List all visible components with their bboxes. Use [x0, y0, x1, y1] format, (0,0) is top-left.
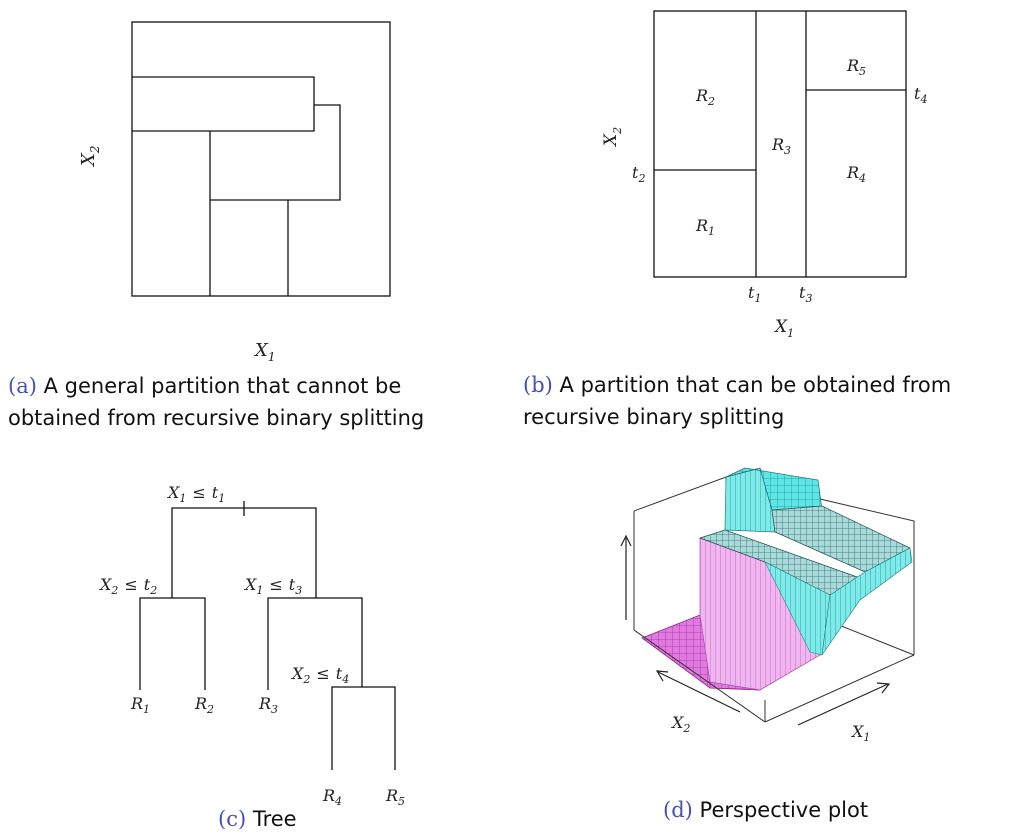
x2-axis-arrow [657, 671, 741, 713]
panel-a-ylabel: X2 [78, 146, 102, 168]
panel-b-region-r2: R2 [695, 86, 715, 108]
tree-edge-x2-t2 [139, 597, 206, 690]
panel-a-region-top [132, 76, 315, 132]
panel-d-x1-label: X1 [850, 722, 870, 744]
panel-d-x2-label: X2 [670, 713, 690, 735]
x1-axis-arrow [797, 683, 889, 726]
panel-b-threshold-t3: t3 [799, 283, 812, 305]
tree-leaf-r3: R3 [258, 694, 278, 716]
panel-b-binary-partition: R2 R1 R3 R5 R4 t2 t4 t1 t3 X1 X2 [601, 10, 927, 340]
tree-split-right-label: X1 ≤ t3 [243, 575, 302, 597]
panel-c-tree: X1 ≤ t1 X2 ≤ t2 X1 ≤ t3 X2 ≤ t4 R1 R2 R3 R4 R5 [98, 483, 405, 808]
surface-right-face [821, 547, 913, 656]
panel-d-caption: (d) Perspective plot [663, 798, 869, 822]
tree-leaf-r2: R2 [194, 694, 214, 716]
z-axis-arrowhead [620, 534, 632, 547]
panel-b-frame [653, 10, 907, 278]
tree-edge-x2-t4 [331, 686, 396, 770]
tree-leaf-r1: R1 [130, 694, 150, 716]
panel-b-xlabel: X1 [773, 317, 794, 340]
tree-split-left-label: X2 ≤ t2 [98, 575, 157, 597]
x1-axis-arrowhead [876, 682, 891, 694]
tree-split-lower-label: X2 ≤ t4 [290, 664, 349, 686]
panel-a-frame [131, 21, 391, 297]
tree-leaf-r5: R5 [385, 786, 405, 808]
panel-a-region-right [210, 104, 341, 201]
panel-c-caption: (c) Tree [218, 807, 297, 831]
panel-b-region-r5: R5 [846, 56, 866, 78]
panel-b-threshold-t1: t1 [748, 283, 761, 305]
tree-split-root-label: X1 ≤ t1 [166, 483, 225, 505]
panel-a-xlabel: X1 [253, 340, 275, 364]
box-front-right [764, 654, 915, 723]
panel-a-caption: (a) A general partition that cannot be o… [8, 374, 425, 430]
panel-b-region-r3: R3 [771, 135, 791, 157]
panel-b-region-r1: R1 [695, 216, 715, 238]
panel-b-caption: (b) A partition that can be obtained fro… [523, 373, 952, 429]
panel-b-ylabel: X2 [601, 127, 624, 148]
panel-a-general-partition: X1 X2 [78, 21, 391, 364]
panel-d-perspective-plot: X2 X1 [620, 467, 915, 744]
panel-b-threshold-t4: t4 [914, 84, 927, 106]
tree-leaf-r4: R4 [322, 786, 342, 808]
panel-b-region-r4: R4 [846, 163, 866, 185]
tree-edge-x1-t3 [267, 597, 363, 690]
x2-axis-arrowhead [655, 670, 669, 682]
box-front-left [633, 629, 766, 723]
panel-b-threshold-t2: t2 [632, 163, 645, 185]
